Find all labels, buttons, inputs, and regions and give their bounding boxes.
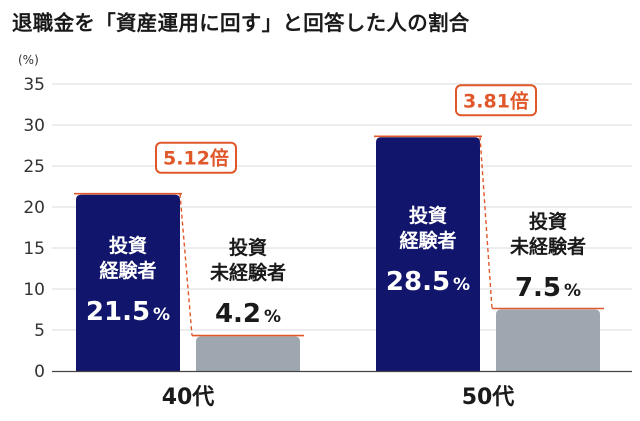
y-tick-label: 35 [23,75,45,95]
value-number: 4.2 [215,299,261,329]
value-label-experienced: 28.5% [386,267,470,297]
value-number: 28.5 [386,267,450,297]
series-label-experienced-line1: 投資 [409,204,447,227]
value-suffix: % [264,307,281,327]
series-label-experienced-line1: 投資 [109,234,147,257]
series-label-experienced-line2: 経験者 [99,259,156,282]
bar-inexperienced [496,309,600,371]
value-number: 21.5 [86,297,150,327]
ratio-badge [155,141,237,174]
y-tick-label: 30 [23,116,45,136]
y-axis-unit: (%) [18,53,39,67]
series-label-inexperienced-line2: 未経験者 [209,261,286,284]
ratio-connector [479,136,493,309]
chart-title: 退職金を「資産運用に回す」と回答した人の割合 [12,11,470,35]
y-tick-label: 5 [34,321,45,341]
value-label-inexperienced: 4.2% [215,299,281,329]
series-label-experienced-line2: 経験者 [399,229,456,252]
value-suffix: % [153,305,170,325]
series-label-inexperienced-line1: 投資 [229,236,267,259]
ratio-label: 3.81倍 [463,89,529,112]
value-label-inexperienced: 7.5% [515,273,581,303]
ratio-label: 5.12倍 [163,147,229,170]
value-label-experienced: 21.5% [86,297,170,327]
ratio-connector [179,193,193,336]
ratio-badge [455,84,537,117]
bar-experienced [376,137,480,371]
value-suffix: % [564,281,581,301]
category-label: 40代 [162,385,215,410]
series-label-inexperienced-line2: 未経験者 [509,235,586,258]
value-suffix: % [453,275,470,295]
category-label: 50代 [462,385,515,410]
y-tick-label: 0 [34,362,45,382]
y-tick-label: 15 [23,239,45,259]
series-label-inexperienced-line1: 投資 [529,210,567,233]
y-tick-label: 20 [23,198,45,218]
y-tick-label: 25 [23,157,45,177]
y-tick-label: 10 [23,280,45,300]
bar-inexperienced [196,336,300,371]
value-number: 7.5 [515,273,561,303]
bar-experienced [76,194,180,371]
